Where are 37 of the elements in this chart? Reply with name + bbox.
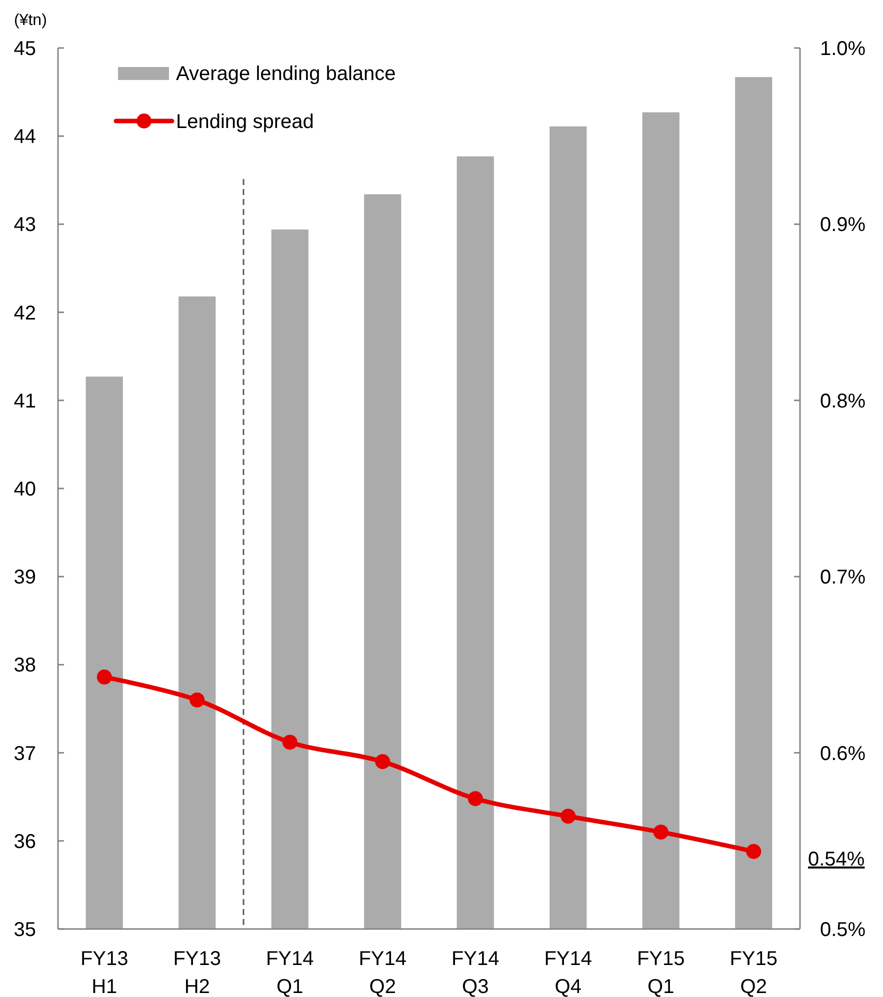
y-tick-label: 42 xyxy=(14,302,36,324)
point xyxy=(96,670,112,685)
x-tick-label: FY14 Q3 xyxy=(451,948,500,997)
x-tick-label: FY14 Q4 xyxy=(544,948,592,997)
point xyxy=(282,734,298,750)
y2-tick-label: 0.5% xyxy=(820,919,866,941)
x-tick-label: FY13 H2 xyxy=(173,948,222,997)
y-tick-label: 40 xyxy=(14,478,36,500)
y-tick-label: 35 xyxy=(14,919,36,941)
x-tick-label: FY15 Q2 xyxy=(730,948,778,997)
point xyxy=(653,824,668,840)
y-tick-label: 44 xyxy=(14,126,36,148)
y2-tick-label: 0.8% xyxy=(820,390,866,412)
y-tick-label: 43 xyxy=(14,214,36,236)
y-tick-label: 38 xyxy=(14,654,36,677)
y-tick-label: 36 xyxy=(14,830,36,853)
y2-tick-label: 1.0% xyxy=(820,38,866,60)
y2-tick-label: 0.54% xyxy=(808,848,865,871)
y-tick-label: 41 xyxy=(14,390,36,412)
y2-tick-label: 0.9% xyxy=(820,214,866,236)
y-tick-label: 39 xyxy=(14,566,36,589)
x-tick-label: FY13 H1 xyxy=(80,948,128,997)
point xyxy=(190,692,205,708)
point xyxy=(468,791,483,806)
x-tick-label: FY14 Q2 xyxy=(358,948,407,997)
y-tick-label: 45 xyxy=(14,38,36,60)
y-tick-label: 37 xyxy=(14,742,36,765)
legend-label: Lending spread xyxy=(176,111,314,133)
y-axis-title: (¥tn) xyxy=(14,12,47,29)
y2-tick-label: 0.6% xyxy=(820,742,866,765)
point xyxy=(560,808,576,824)
x-tick-label: FY15 Q1 xyxy=(636,948,685,997)
point xyxy=(375,754,390,770)
y2-tick-label: 0.7% xyxy=(820,566,866,589)
x-tick-label: FY14 Q1 xyxy=(266,948,314,997)
legend-label: Average lending balance xyxy=(176,63,396,85)
point xyxy=(746,844,762,859)
